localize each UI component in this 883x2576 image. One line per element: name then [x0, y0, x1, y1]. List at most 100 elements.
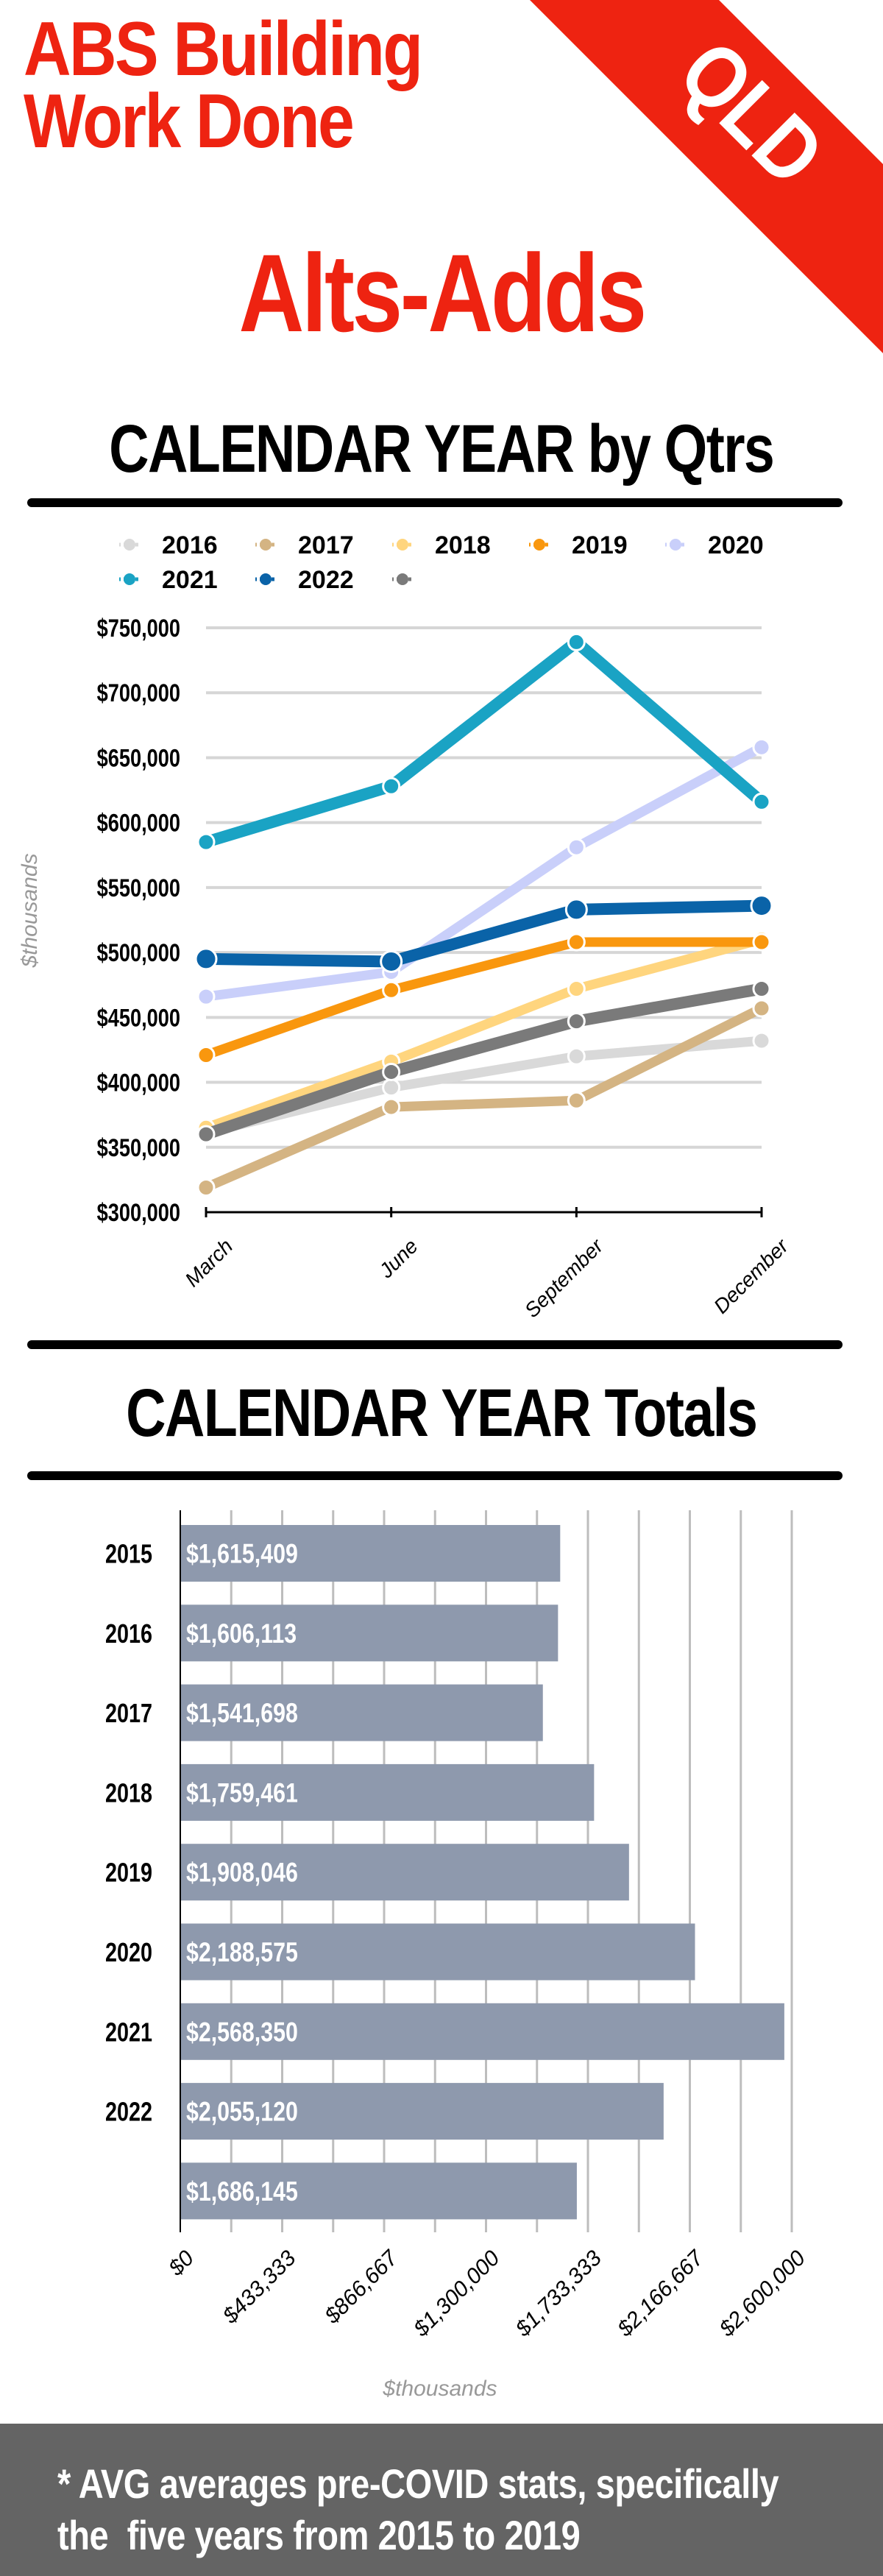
bar — [180, 2003, 784, 2060]
category-label: 2015 — [105, 1538, 152, 1568]
series-line — [204, 983, 763, 1140]
y-tick-label: $500,000 — [97, 938, 180, 967]
category-label: 2018 — [105, 1777, 152, 1808]
legend-marker-icon — [397, 539, 408, 551]
data-point — [567, 632, 586, 651]
totals-section-title: CALENDAR YEAR Totals — [0, 1376, 883, 1450]
data-point — [567, 1012, 586, 1031]
legend-item: 2022 — [255, 566, 354, 594]
bar — [180, 2083, 664, 2140]
legend-item: 2017 — [255, 531, 354, 559]
totals-title-text: CALENDAR YEAR Totals — [126, 1376, 758, 1451]
data-point — [196, 832, 216, 852]
y-tick-label: $550,000 — [97, 874, 180, 902]
y-tick-label: $750,000 — [97, 614, 180, 643]
legend-label: 2020 — [708, 531, 764, 559]
legend-marker-icon — [260, 539, 272, 551]
data-point — [196, 987, 216, 1006]
x-tick-label: December — [709, 1234, 793, 1317]
series-2019 — [196, 933, 771, 1065]
legend-label: 2018 — [435, 531, 491, 559]
series-line — [205, 1036, 762, 1138]
bar — [180, 1684, 543, 1741]
quarterly-section-title: CALENDAR YEAR by Qtrs — [0, 412, 883, 486]
y-axis-title: $thousands — [18, 853, 42, 968]
legend-marker-icon — [670, 539, 681, 551]
data-point — [382, 980, 401, 999]
bar-group: $1,686,145 — [180, 2162, 577, 2220]
footnote-panel — [0, 2424, 883, 2576]
legend-item: 2021 — [119, 566, 218, 594]
data-point — [382, 1078, 401, 1097]
x-tick-label: $2,600,000 — [714, 2246, 810, 2341]
series-line — [204, 935, 763, 1133]
category-label: 2020 — [105, 1937, 152, 1967]
legend-marker-icon — [124, 573, 135, 585]
section-divider — [27, 498, 843, 507]
data-point — [752, 999, 771, 1018]
category-label: 2022 — [105, 2096, 152, 2126]
series-2020 — [196, 737, 771, 1006]
data-point — [752, 1031, 771, 1050]
data-point — [564, 898, 588, 921]
x-tick-label: $433,333 — [218, 2246, 301, 2329]
series-line — [205, 899, 762, 968]
y-tick-label: $300,000 — [97, 1198, 180, 1227]
legend-item: 2019 — [529, 531, 628, 559]
x-tick-label: $866,667 — [319, 2246, 403, 2329]
category-label: 2019 — [105, 1858, 152, 1888]
bar-value-label: $1,759,461 — [186, 1778, 298, 1809]
bar-group: $2,055,120 2022 — [105, 2083, 664, 2140]
data-point — [567, 933, 586, 952]
x-tick-label: June — [374, 1234, 422, 1283]
series-line — [204, 1004, 764, 1192]
legend-marker-icon — [260, 573, 272, 585]
category-subtitle: Alts-Adds — [0, 234, 883, 352]
series-avg — [196, 980, 771, 1144]
legend-item: 2020 — [665, 531, 764, 559]
bar-group: $2,188,575 2020 — [105, 1923, 695, 1981]
category-label: 2021 — [105, 2017, 152, 2047]
x-tick-label: September — [520, 1234, 609, 1322]
data-point — [382, 776, 401, 796]
data-point — [196, 1125, 216, 1144]
title-line-2: Work Done — [24, 79, 355, 164]
bar-group: $1,615,409 2015 — [105, 1525, 561, 1582]
series-line — [205, 743, 765, 1002]
bar — [180, 1763, 595, 1821]
data-point — [194, 947, 218, 971]
category-label: 2017 — [105, 1698, 152, 1728]
legend-marker-icon — [124, 539, 135, 551]
data-point — [196, 1178, 216, 1197]
page-title: ABS Building Work Done — [24, 7, 423, 164]
series-2017 — [196, 999, 771, 1197]
y-tick-label: $700,000 — [97, 679, 180, 707]
legend-label: 2022 — [298, 566, 354, 594]
legend-label: 2017 — [298, 531, 354, 559]
y-tick-label: $450,000 — [97, 1003, 180, 1032]
legend-marker-icon — [397, 573, 408, 585]
data-point — [196, 1046, 216, 1065]
data-point — [752, 792, 771, 811]
data-point — [752, 980, 771, 999]
x-axis-title: $thousands — [382, 2377, 497, 2401]
data-point — [382, 1062, 401, 1081]
y-tick-label: $400,000 — [97, 1069, 180, 1097]
bar-value-label: $1,541,698 — [186, 1698, 298, 1729]
bar-value-label: $2,568,350 — [186, 2017, 298, 2048]
title-line-1: ABS Building — [24, 7, 423, 92]
y-tick-label: $650,000 — [97, 744, 180, 773]
data-point — [380, 949, 403, 973]
data-point — [567, 980, 586, 999]
section-divider — [27, 1340, 843, 1349]
data-point — [382, 1097, 401, 1117]
y-tick-label: $600,000 — [97, 809, 180, 838]
bar-group: $2,568,350 2021 — [105, 2003, 784, 2060]
bar-group: $1,908,046 2019 — [105, 1844, 629, 1901]
series-2021 — [196, 632, 771, 852]
legend-label: 2016 — [162, 531, 218, 559]
section-divider — [27, 1471, 843, 1480]
legend-label: 2019 — [572, 531, 628, 559]
x-tick-label: $1,733,333 — [511, 2246, 606, 2341]
legend-marker-icon — [533, 539, 545, 551]
